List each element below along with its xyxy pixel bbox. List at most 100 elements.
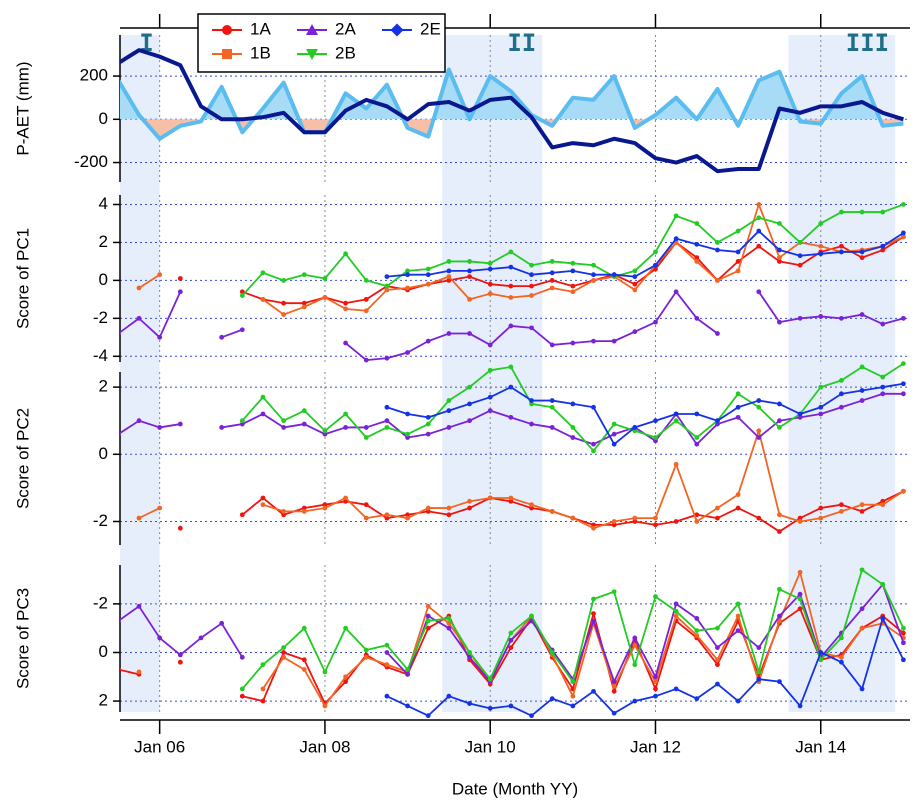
data-point xyxy=(549,277,555,283)
period-label: II xyxy=(507,29,536,57)
data-point xyxy=(549,696,555,702)
data-point xyxy=(384,512,390,518)
data-point xyxy=(859,255,865,261)
data-point xyxy=(880,321,886,327)
data-point xyxy=(322,703,328,709)
data-point xyxy=(611,710,617,716)
data-point xyxy=(467,498,472,504)
data-point xyxy=(508,495,514,501)
data-point xyxy=(425,713,431,719)
data-point xyxy=(653,522,658,528)
data-point xyxy=(549,270,555,276)
data-point xyxy=(715,625,720,631)
y-axis-title: Score of PC2 xyxy=(13,408,32,509)
data-point xyxy=(818,314,824,319)
data-point xyxy=(735,601,741,607)
data-point xyxy=(715,645,720,651)
data-point xyxy=(859,388,865,393)
data-point xyxy=(425,266,431,272)
data-point xyxy=(880,391,886,397)
area-positive xyxy=(120,69,881,120)
x-tick-label: Jan 10 xyxy=(465,737,516,756)
data-point xyxy=(570,679,576,685)
data-point xyxy=(425,505,431,511)
data-point xyxy=(467,331,472,336)
y-tick-label: -2 xyxy=(93,593,108,612)
data-point xyxy=(632,515,638,521)
data-point xyxy=(611,684,617,689)
data-point xyxy=(177,421,183,427)
data-point xyxy=(570,515,576,521)
data-point xyxy=(384,418,390,424)
data-point xyxy=(756,645,762,651)
data-point xyxy=(839,249,844,255)
data-point xyxy=(611,441,617,447)
data-point xyxy=(797,519,803,524)
data-point xyxy=(446,331,452,336)
data-point xyxy=(467,296,472,302)
data-point xyxy=(120,619,121,623)
data-point xyxy=(632,425,638,430)
data-point xyxy=(384,425,390,430)
data-point xyxy=(529,272,534,278)
data-point xyxy=(508,264,514,270)
legend-marker xyxy=(306,24,318,35)
data-point xyxy=(715,421,720,427)
data-point xyxy=(632,287,638,293)
data-point xyxy=(301,667,307,672)
data-point xyxy=(529,505,534,511)
data-point xyxy=(157,635,163,641)
data-point xyxy=(653,515,658,521)
data-point xyxy=(405,285,410,291)
data-point xyxy=(591,272,596,278)
data-point xyxy=(694,616,700,621)
data-point xyxy=(880,209,886,215)
data-point xyxy=(157,425,163,430)
data-point xyxy=(859,312,865,317)
data-point xyxy=(797,253,803,259)
data-point xyxy=(777,679,782,685)
legend-marker xyxy=(222,25,232,35)
data-point xyxy=(900,234,906,240)
data-point xyxy=(777,512,782,518)
data-point xyxy=(611,522,617,528)
data-point xyxy=(839,502,844,508)
data-point xyxy=(219,620,225,626)
data-point xyxy=(570,260,576,266)
legend-label: 2A xyxy=(335,19,356,38)
data-point xyxy=(694,259,700,264)
data-point xyxy=(900,657,906,663)
data-point xyxy=(363,435,369,440)
data-point xyxy=(301,625,307,631)
data-point xyxy=(529,713,534,719)
data-point xyxy=(591,338,596,344)
data-point xyxy=(900,488,906,494)
data-point xyxy=(900,630,906,636)
data-point xyxy=(446,274,452,280)
data-point xyxy=(425,509,431,514)
data-point xyxy=(281,645,287,651)
data-point xyxy=(120,432,121,436)
data-point xyxy=(301,408,307,414)
data-point xyxy=(157,505,163,511)
data-point xyxy=(508,364,514,370)
data-point xyxy=(673,519,679,524)
data-point xyxy=(756,428,762,434)
data-point xyxy=(570,283,576,289)
data-point xyxy=(715,240,720,245)
series-line xyxy=(386,617,905,717)
data-point xyxy=(777,255,782,261)
data-point xyxy=(653,438,658,444)
y-tick-label: 0 xyxy=(99,642,108,661)
data-point xyxy=(260,394,266,400)
legend-marker xyxy=(390,23,404,37)
data-point xyxy=(611,688,617,694)
data-point xyxy=(529,502,534,508)
data-point xyxy=(694,696,700,702)
data-point xyxy=(756,435,762,440)
data-point xyxy=(591,611,596,616)
data-point xyxy=(735,414,741,420)
data-point xyxy=(425,625,431,631)
series xyxy=(384,228,906,280)
data-point xyxy=(425,613,431,619)
